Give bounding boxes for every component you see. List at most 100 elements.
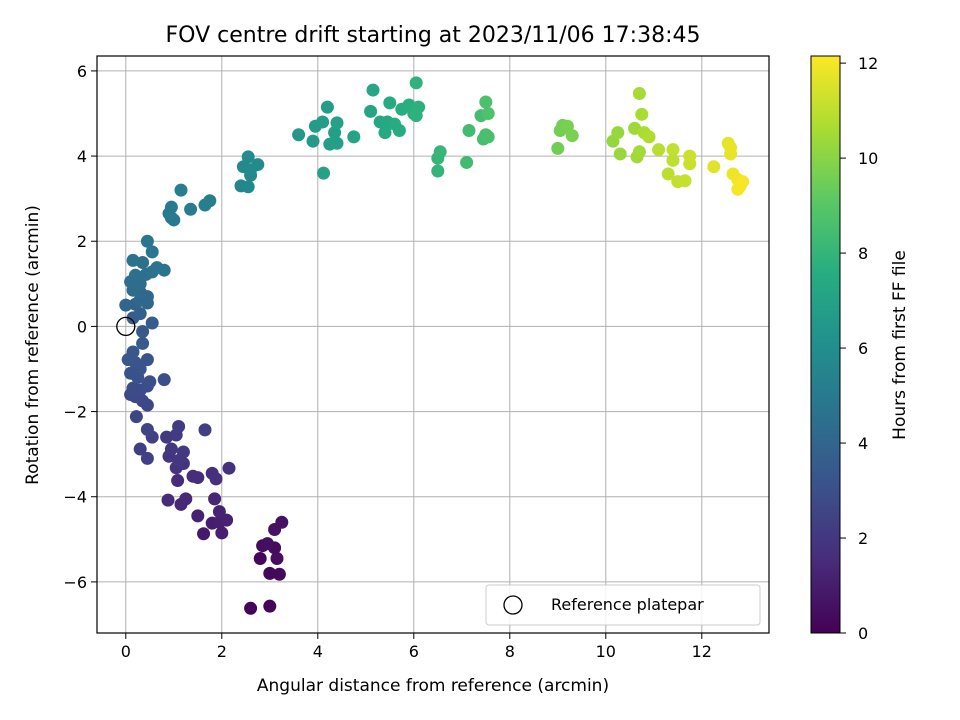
data-point <box>263 599 277 613</box>
data-point <box>481 130 495 144</box>
x-tick-label: 12 <box>692 642 712 661</box>
data-point <box>330 116 344 130</box>
x-tick-label: 0 <box>121 642 131 661</box>
data-point <box>140 422 154 436</box>
data-point <box>145 245 159 259</box>
data-point <box>462 124 476 138</box>
data-point <box>136 336 150 350</box>
data-point <box>460 155 474 169</box>
data-point <box>661 167 675 181</box>
data-point <box>220 513 234 527</box>
data-point <box>191 509 205 523</box>
data-point <box>652 143 666 157</box>
data-point <box>431 164 445 178</box>
x-tick-label: 8 <box>505 642 515 661</box>
data-point <box>157 373 171 387</box>
data-point <box>632 86 646 100</box>
data-point <box>270 551 284 565</box>
y-tick-label: −4 <box>63 488 87 507</box>
data-point <box>136 325 150 339</box>
y-tick-label: −6 <box>63 573 87 592</box>
y-tick-label: 2 <box>77 232 87 251</box>
data-point <box>378 126 392 140</box>
data-point <box>184 202 198 216</box>
data-point <box>366 83 380 97</box>
x-tick-label: 4 <box>313 642 323 661</box>
chart-title: FOV centre drift starting at 2023/11/06 … <box>166 23 701 48</box>
data-point <box>666 153 680 167</box>
data-point <box>678 174 692 188</box>
data-point <box>215 526 229 540</box>
data-point <box>212 505 226 519</box>
data-point <box>251 158 265 172</box>
data-point <box>613 147 627 161</box>
x-tick-label: 2 <box>217 642 227 661</box>
colorbar-tick-label: 0 <box>858 624 868 643</box>
legend-marker <box>503 595 523 615</box>
legend-box <box>485 584 761 626</box>
data-point <box>316 115 330 129</box>
x-axis-label: Angular distance from reference (arcmin) <box>257 676 609 696</box>
data-point <box>176 445 190 459</box>
data-point <box>164 442 178 456</box>
data-point <box>330 136 344 150</box>
data-point <box>479 95 493 109</box>
data-point <box>306 134 320 148</box>
data-point <box>642 130 656 144</box>
data-point <box>409 109 423 123</box>
data-point <box>253 551 267 565</box>
data-point <box>409 76 423 90</box>
data-point <box>481 106 495 120</box>
data-point <box>140 451 154 465</box>
colorbar-tick-label: 8 <box>858 244 868 263</box>
data-point <box>611 126 625 140</box>
data-point <box>140 234 154 248</box>
y-axis-label: Rotation from reference (arcmin) <box>23 205 43 485</box>
data-point <box>145 316 159 330</box>
data-points <box>119 76 750 615</box>
data-point <box>161 493 175 507</box>
colorbar <box>810 55 841 634</box>
data-point <box>635 107 649 121</box>
y-tick-label: −2 <box>63 403 87 422</box>
colorbar-label: Hours from first FF file <box>890 250 910 440</box>
data-point <box>292 128 306 142</box>
data-point <box>666 143 680 157</box>
data-point <box>383 96 397 110</box>
plot-area <box>97 56 769 633</box>
data-point <box>241 180 255 194</box>
data-point <box>129 410 143 424</box>
data-point <box>347 130 361 144</box>
data-point <box>140 353 154 367</box>
data-point <box>126 253 140 267</box>
data-point <box>143 375 157 389</box>
data-point <box>191 471 205 485</box>
data-point <box>272 567 286 581</box>
data-point <box>174 183 188 197</box>
data-point <box>172 419 186 433</box>
data-point <box>263 566 277 580</box>
data-point <box>317 166 331 180</box>
y-tick-label: 6 <box>77 62 87 81</box>
data-point <box>707 160 721 174</box>
colorbar-tick-label: 12 <box>858 54 878 73</box>
data-point <box>724 141 738 155</box>
x-tick-label: 6 <box>409 642 419 661</box>
data-point <box>565 129 579 143</box>
data-point <box>392 124 406 138</box>
reference-point-marker <box>116 316 136 337</box>
data-point <box>119 298 133 312</box>
data-point <box>260 537 274 551</box>
data-point <box>632 145 646 159</box>
data-point <box>275 515 289 529</box>
x-tick-label: 10 <box>596 642 616 661</box>
data-point <box>157 263 171 277</box>
data-point <box>171 474 185 488</box>
data-point <box>736 175 750 189</box>
y-axis-ticks: −6 −4 −2 0 2 4 6 <box>63 62 97 592</box>
colorbar-tick-label: 10 <box>858 149 878 168</box>
data-point <box>222 461 236 475</box>
data-point <box>320 100 334 114</box>
data-point <box>208 492 222 506</box>
